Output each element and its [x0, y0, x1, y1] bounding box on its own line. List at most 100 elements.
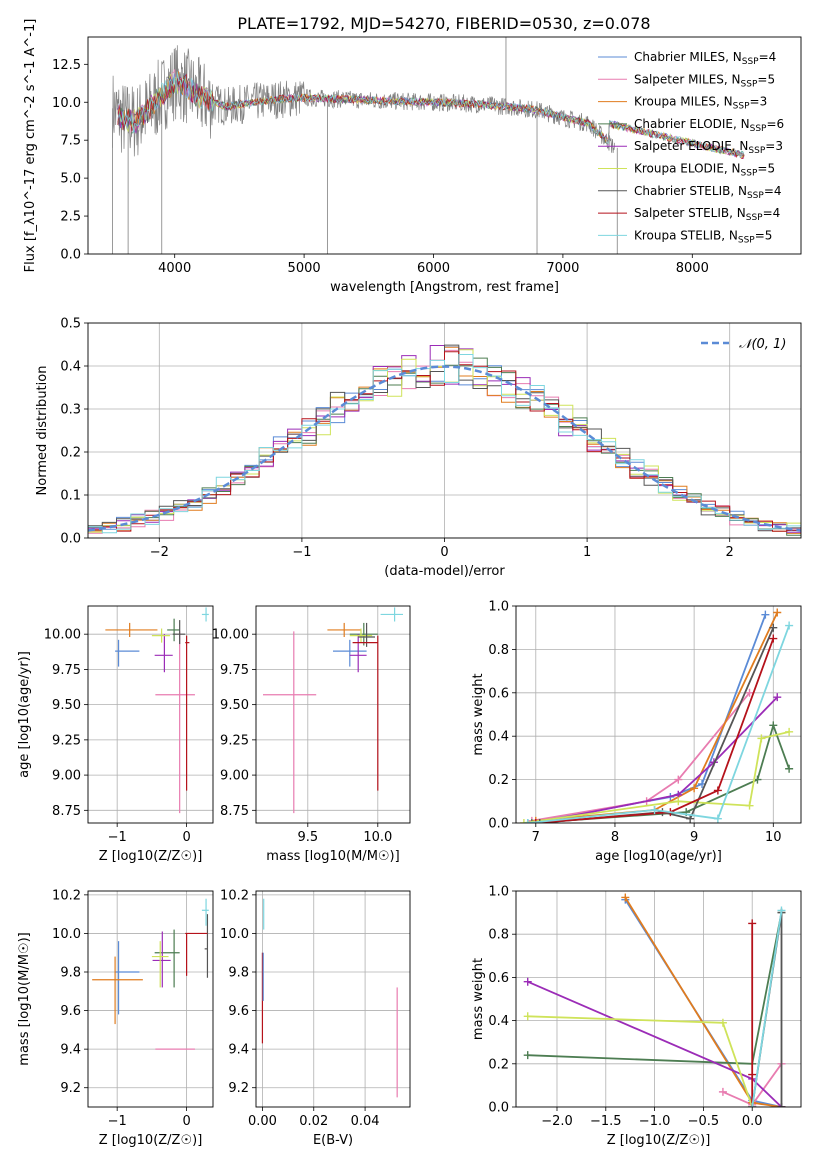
- massweight-point-kroupa_elodie: [523, 1012, 532, 1021]
- legend-subscript: SSP: [741, 169, 758, 179]
- residuals-ylabel: Normed distribution: [35, 366, 50, 496]
- massweight-point-kroupa_stelib: [748, 1103, 757, 1107]
- massweight-point-salpeter_elodie: [523, 977, 532, 986]
- massweight_vs_Z-xtick-label: −1.5: [590, 1114, 622, 1129]
- mass_vs_Z-ytick-label: 9.8: [60, 966, 81, 981]
- legend-label-kroupa_stelib: Kroupa STELIB, NSSP=5: [634, 228, 772, 245]
- legend-subscript: SSP: [733, 102, 750, 112]
- age_vs_mass-ytick-label: 9.00: [220, 769, 249, 784]
- age_vs_mass-plot-area: [256, 606, 410, 823]
- legend-label-salpeter_elodie: Salpeter ELODIE, NSSP=3: [634, 139, 783, 156]
- mass_vs_ebv-ytick-label: 9.6: [228, 1004, 249, 1019]
- plot-layer: 4000 5000 6000 7000 80000.02.55.07.510.012.5…: [17, 19, 802, 1148]
- mass_vs_Z-xlabel: Z [log10(Z/Z☉)]: [99, 1133, 203, 1148]
- massweight_vs_age-xtick-label: 9: [690, 830, 698, 845]
- massweight_vs_Z-xtick-label: 0.0: [742, 1114, 763, 1129]
- legend-label-salpeter_stelib: Salpeter STELIB, NSSP=4: [634, 206, 780, 223]
- massweight_vs_age-plot-area: [516, 606, 801, 823]
- massweight_vs_Z-plot-area: [516, 891, 801, 1107]
- mass_vs_Z-ytick-label: 9.6: [60, 1004, 81, 1019]
- age_vs_Z-ytick-label: 9.50: [52, 698, 81, 713]
- spectrum-xtick-label: 4000: [158, 261, 191, 276]
- age_vs_mass-ytick-label: 8.75: [220, 804, 249, 819]
- massweight-point-chabrier_elodie: [527, 819, 536, 823]
- mass_vs_Z-ytick-label: 10.0: [52, 927, 81, 942]
- legend-subscript: SSP: [748, 146, 765, 156]
- spectrum-xtick-label: 6000: [417, 261, 450, 276]
- age_vs_Z-ytick-label: 9.00: [52, 769, 81, 784]
- massweight-point-kroupa_elodie: [757, 734, 766, 743]
- residuals-xtick-label: 2: [726, 545, 734, 560]
- spectrum-ytick-label: 12.5: [52, 58, 81, 73]
- legend-subscript: SSP: [742, 57, 759, 67]
- mass_vs_Z-panel: −1 0 9.2 9.4 9.6 9.8 10.0 10.2 Z [log10(Z/Z☉)] ma…: [17, 888, 214, 1148]
- massweight-point-chabrier_miles: [761, 610, 770, 619]
- spectrum-ytick-label: 2.5: [60, 210, 81, 225]
- mass_vs_Z-xtick-label: −1: [108, 1114, 127, 1129]
- massweight-point-kroupa_miles: [773, 608, 782, 617]
- legend-label-salpeter_miles: Salpeter MILES, NSSP=5: [634, 72, 775, 89]
- mass_vs_Z-ylabel: mass [log10(M/M☉)]: [17, 932, 32, 1065]
- legend-value: =4: [763, 206, 781, 220]
- massweight_vs_age-xtick-label: 8: [611, 830, 619, 845]
- legend-subscript: SSP: [741, 79, 758, 89]
- mass_vs_Z-axes-frame: [87, 890, 214, 1108]
- legend-value: =5: [755, 228, 773, 242]
- age_vs_Z-xtick-label: 0: [182, 830, 190, 845]
- massweight-point-chabrier_elodie: [523, 1051, 532, 1060]
- mass_vs_ebv-xtick-label: 0.00: [248, 1114, 277, 1129]
- massweight-line-kroupa_stelib: [527, 625, 790, 823]
- residuals-xtick-label: 0: [440, 545, 448, 560]
- massweight-point-chabrier_stelib: [686, 814, 695, 823]
- figure-title: PLATE=1792, MJD=54270, FIBERID=0530, z=0…: [237, 14, 650, 33]
- residuals-xtick-label: 1: [583, 545, 591, 560]
- spectrum-plot-area: [112, 37, 745, 254]
- massweight-point-chabrier_stelib: [777, 1103, 786, 1107]
- spectrum-ytick-label: 10.0: [52, 96, 81, 111]
- age_vs_mass-panel: 9.5 10.0 8.75 9.00 9.25 9.50 9.75 10.00 mass [lo…: [212, 605, 411, 864]
- gaussian-curve: [88, 365, 801, 532]
- massweight_vs_age-ytick-label: 0.8: [488, 643, 509, 658]
- massweight_vs_Z-panel: −2.0 −1.5 −1.0 −0.5 0.0 0.0 0.2 0.4 0.6 0.8 1.0 Z […: [471, 885, 802, 1148]
- legend-label-chabrier_stelib: Chabrier STELIB, NSSP=4: [634, 184, 782, 201]
- legend-value: =6: [766, 117, 784, 131]
- residuals-xtick-label: −2: [150, 545, 169, 560]
- massweight-point-kroupa_elodie: [718, 1018, 727, 1027]
- residuals-ytick-label: 0.3: [60, 403, 81, 418]
- residuals-xtick-label: −1: [292, 545, 311, 560]
- legend-value: =3: [765, 139, 783, 153]
- massweight_vs_age-ytick-label: 0.2: [488, 773, 509, 788]
- massweight-line-salpeter_miles: [531, 692, 751, 822]
- mass_vs_Z-plot-area: [88, 891, 213, 1107]
- legend-subscript: SSP: [746, 213, 763, 223]
- massweight_vs_Z-ytick-label: 0.4: [488, 1014, 509, 1029]
- age_vs_Z-ytick-label: 9.25: [52, 733, 81, 748]
- massweight-point-kroupa_elodie: [519, 819, 528, 823]
- residual-hist-kroupa_stelib: [88, 354, 801, 534]
- massweight-line-kroupa_stelib: [751, 910, 783, 1107]
- massweight_vs_age-ylabel: mass weight: [471, 673, 486, 755]
- massweight-point-chabrier_stelib: [535, 819, 544, 823]
- massweight-point-chabrier_elodie: [769, 721, 778, 730]
- mass_vs_ebv-axes-frame: [255, 890, 411, 1108]
- mass_vs_ebv-xtick-label: 0.04: [351, 1114, 380, 1129]
- massweight_vs_age-xtick-label: 7: [532, 830, 540, 845]
- age_vs_Z-ytick-label: 10.00: [44, 628, 81, 643]
- spectrum-xtick-label: 5000: [288, 261, 321, 276]
- mass_vs_ebv-ytick-label: 9.2: [228, 1081, 249, 1096]
- legend-subscript: SSP: [738, 235, 755, 245]
- age_vs_Z-plot-area: [88, 606, 213, 823]
- massweight_vs_Z-axes-frame: [515, 890, 802, 1108]
- massweight-point-salpeter_stelib: [769, 634, 778, 643]
- mass_vs_ebv-xtick-label: 0.02: [299, 1114, 328, 1129]
- age_vs_Z-xlabel: Z [log10(Z/Z☉)]: [99, 849, 203, 864]
- massweight_vs_age-xtick-label: 10: [765, 830, 782, 845]
- spectrum-ytick-label: 5.0: [60, 172, 81, 187]
- massweight-point-kroupa_stelib: [713, 814, 722, 823]
- spectrum-model-kroupa_stelib: [117, 71, 745, 158]
- massweight-point-kroupa_stelib: [650, 805, 659, 814]
- mass_vs_ebv-xlabel: E(B-V): [313, 1133, 353, 1148]
- massweight-point-salpeter_miles: [674, 775, 683, 784]
